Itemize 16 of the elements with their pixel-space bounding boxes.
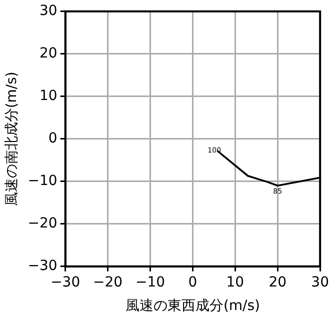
y-tick-label: −30 [28,258,58,274]
y-axis-title: 風速の南北成分(m/s) [4,72,20,206]
x-tick-label: 20 [268,274,287,290]
y-tick-label: −20 [28,216,58,232]
y-tick-label: −10 [28,173,58,190]
x-tick-label: −30 [50,274,80,290]
y-tick-label: 0 [48,130,58,147]
x-axis-title: 風速の東西成分(m/s) [125,298,260,314]
y-tick-label: 10 [40,88,58,104]
y-tick-label: 30 [40,3,58,20]
y-tick-label: 20 [40,46,58,62]
x-tick-label: −10 [135,274,166,290]
x-tick-label: −20 [93,274,123,290]
x-tick-label: 10 [226,274,244,290]
x-tick-label: 30 [311,274,330,290]
x-tick-label: 0 [188,274,198,290]
